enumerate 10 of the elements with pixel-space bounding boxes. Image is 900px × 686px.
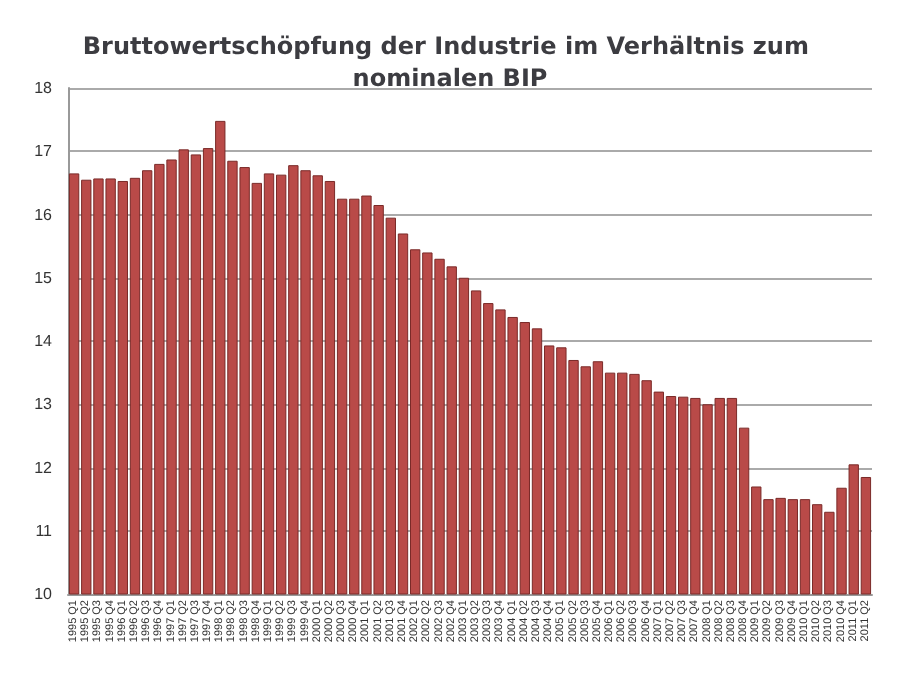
chart-title: Bruttowertschöpfung der Industrie im Verhältnis zum nominalen BIP xyxy=(82,32,818,92)
y-tick-label: 10 xyxy=(34,585,54,603)
y-tick-label: 16 xyxy=(34,205,54,224)
y-tick-label: 11 xyxy=(35,521,54,540)
y-tick-label: 15 xyxy=(34,268,54,287)
y-tick-label: 12 xyxy=(34,458,54,477)
y-tick-label: 13 xyxy=(34,395,54,414)
y-tick-label: 18 xyxy=(34,79,54,97)
y-tick-label: 14 xyxy=(34,332,54,350)
y-tick-label: 17 xyxy=(34,142,54,161)
